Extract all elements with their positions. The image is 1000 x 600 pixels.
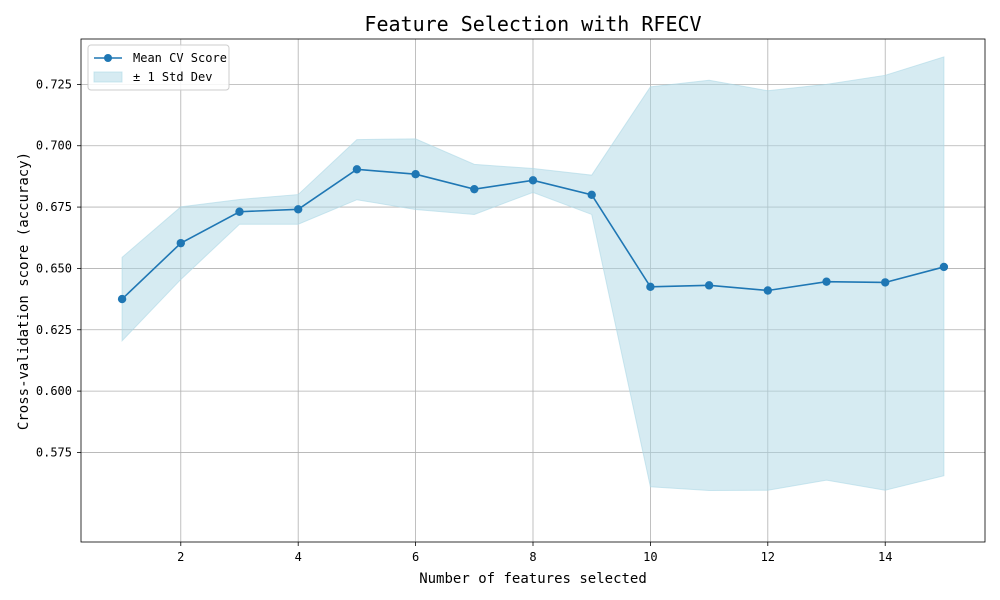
mean-cv-score-point [704, 281, 714, 290]
x-tick-label: 4 [295, 550, 302, 564]
mean-cv-score-point [352, 165, 362, 174]
mean-cv-score-point [881, 278, 890, 287]
plot-area [80, 38, 986, 543]
std-dev-band [121, 56, 945, 491]
mean-cv-score-point [939, 262, 949, 272]
mean-cv-score-point [822, 277, 831, 286]
legend-marker-swatch [104, 54, 112, 62]
y-tick-label: 0.700 [36, 139, 72, 153]
mean-cv-score-markers [117, 165, 949, 304]
mean-cv-score-point [528, 176, 538, 185]
x-tick-label: 14 [878, 550, 892, 564]
y-tick-label: 0.600 [36, 384, 72, 398]
y-tick-label: 0.575 [36, 445, 72, 459]
mean-cv-score-point [587, 190, 596, 200]
y-axis-label: Cross-validation score (accuracy) [16, 152, 32, 430]
x-tick-label: 8 [529, 550, 536, 564]
x-tick-label: 12 [761, 550, 775, 564]
mean-cv-score-point [176, 238, 185, 248]
y-tick-label: 0.675 [36, 200, 72, 214]
chart-title: Feature Selection with RFECV [364, 12, 701, 36]
legend-band-swatch [93, 71, 123, 83]
legend-label-std: ± 1 Std Dev [133, 70, 212, 84]
legend-label-mean: Mean CV Score [133, 51, 227, 65]
mean-cv-score-point [646, 282, 655, 292]
mean-cv-score-point [470, 184, 479, 194]
mean-cv-score-point [763, 286, 773, 295]
legend: Mean CV Score ± 1 Std Dev [87, 44, 230, 91]
x-tick-label: 2 [177, 550, 184, 564]
mean-cv-score-point [293, 205, 303, 214]
x-tick-label: 10 [643, 550, 657, 564]
x-axis-label: Number of features selected [419, 571, 647, 587]
x-tick-label: 6 [412, 550, 419, 564]
y-axis: 0.575 0.600 0.625 0.650 0.675 0.700 0.725 [36, 77, 81, 459]
mean-cv-score-point [411, 169, 420, 179]
y-tick-label: 0.625 [36, 323, 72, 337]
y-tick-label: 0.650 [36, 261, 72, 275]
mean-cv-score-point [117, 294, 127, 304]
x-axis: 2 4 6 8 10 12 14 [177, 542, 892, 564]
legend-box [87, 44, 230, 91]
mean-cv-score-point [235, 207, 244, 216]
y-tick-label: 0.725 [36, 77, 72, 91]
